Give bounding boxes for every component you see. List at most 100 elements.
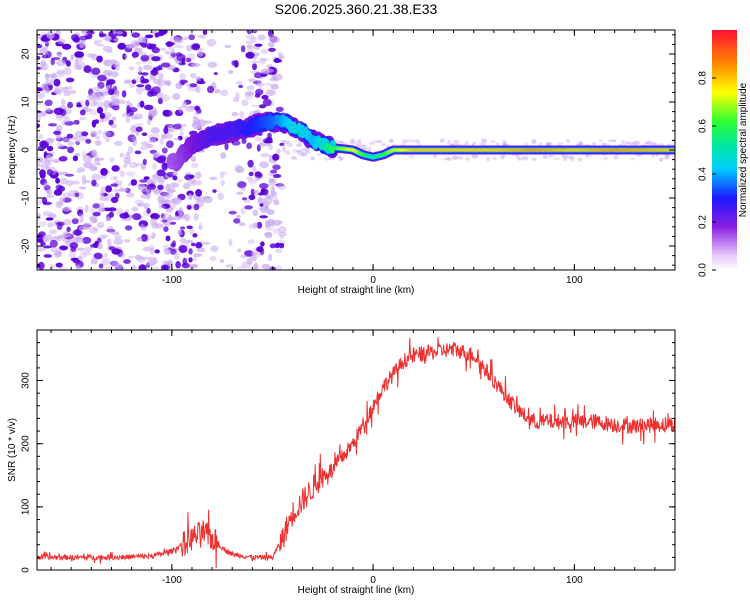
noise-speckle (148, 138, 157, 143)
noise-speckle (134, 123, 144, 127)
noise-speckle (114, 234, 122, 240)
noise-speckle (92, 86, 101, 91)
noise-speckle (257, 79, 262, 85)
noise-speckle (191, 155, 196, 163)
noise-speckle (273, 57, 281, 64)
noise-speckle (76, 170, 82, 174)
noise-speckle (381, 143, 386, 146)
noise-speckle (195, 85, 201, 94)
spectrogram-y-label: Frequency (Hz) (7, 116, 18, 185)
noise-speckle (220, 171, 228, 176)
noise-speckle (158, 97, 163, 105)
noise-speckle (264, 219, 270, 228)
noise-speckle (167, 124, 174, 132)
noise-speckle (141, 234, 148, 242)
noise-speckle (188, 34, 195, 41)
noise-speckle (195, 189, 203, 197)
noise-speckle (47, 222, 54, 228)
noise-speckle (188, 257, 193, 263)
ridge-mark (221, 128, 226, 134)
noise-speckle (282, 147, 286, 153)
noise-speckle (108, 211, 114, 218)
noise-speckle (225, 264, 235, 268)
noise-speckle (300, 147, 305, 153)
noise-speckle (219, 259, 225, 263)
noise-speckle (255, 83, 265, 87)
noise-speckle (148, 54, 155, 58)
noise-speckle (246, 142, 253, 150)
noise-speckle (44, 99, 53, 107)
noise-speckle (389, 139, 394, 143)
noise-speckle (187, 193, 193, 201)
noise-speckle (91, 173, 101, 181)
noise-speckle (156, 79, 167, 86)
noise-speckle (139, 100, 145, 108)
noise-speckle (64, 173, 74, 177)
noise-speckle (157, 195, 165, 204)
noise-speckle (272, 174, 282, 178)
noise-speckle (72, 155, 79, 162)
noise-speckle (74, 130, 85, 138)
snr-ticks: -100 0 100 0 100 200 300 (21, 329, 676, 586)
noise-speckle (40, 242, 46, 246)
noise-speckle (267, 253, 273, 262)
noise-speckle (37, 133, 44, 140)
noise-speckle (240, 207, 247, 215)
noise-speckle (81, 131, 89, 137)
noise-speckle (355, 140, 362, 146)
noise-speckle (101, 235, 106, 240)
noise-speckle (266, 265, 274, 270)
noise-speckle (56, 142, 62, 148)
noise-speckle (145, 84, 152, 91)
noise-speckle (139, 256, 150, 260)
noise-speckle (479, 142, 484, 146)
noise-speckle (117, 42, 126, 50)
noise-speckle (240, 45, 246, 53)
noise-speckle (359, 144, 367, 147)
ridge-mark (195, 136, 200, 143)
noise-speckle (145, 34, 154, 39)
noise-speckle (40, 60, 47, 67)
noise-speckle (146, 208, 151, 214)
noise-speckle (45, 137, 55, 143)
ridge-mark (191, 145, 195, 151)
noise-speckle (209, 256, 217, 262)
noise-speckle (224, 142, 229, 151)
noise-speckle (45, 41, 49, 47)
noise-speckle (60, 109, 67, 117)
noise-speckle (146, 143, 154, 149)
noise-speckle (81, 236, 92, 244)
noise-speckle (280, 139, 286, 143)
noise-speckle (37, 102, 42, 106)
noise-speckle (662, 157, 668, 160)
noise-speckle (296, 143, 302, 148)
noise-speckle (154, 249, 160, 254)
noise-speckle (531, 157, 537, 161)
noise-speckle (60, 177, 68, 185)
noise-speckle (66, 133, 74, 139)
noise-speckle (248, 179, 258, 184)
noise-speckle (143, 64, 153, 71)
noise-speckle (46, 194, 55, 198)
noise-speckle (630, 157, 635, 161)
noise-speckle (202, 195, 211, 200)
noise-speckle (250, 188, 255, 197)
noise-speckle (165, 191, 173, 199)
noise-speckle (113, 175, 119, 181)
noise-speckle (37, 239, 45, 243)
noise-speckle (105, 216, 111, 222)
noise-speckle (126, 171, 136, 177)
noise-speckle (295, 150, 301, 153)
noise-speckle (169, 182, 180, 188)
ridge-mark (216, 133, 221, 139)
snr-ytick-label: 300 (21, 372, 32, 389)
noise-speckle (217, 192, 224, 201)
noise-speckle (56, 59, 66, 66)
noise-speckle (95, 96, 101, 101)
noise-speckle (202, 30, 208, 35)
noise-speckle (174, 137, 180, 141)
noise-speckle (553, 157, 560, 160)
noise-speckle (228, 210, 237, 215)
noise-speckle (148, 110, 158, 117)
noise-speckle (165, 42, 176, 46)
